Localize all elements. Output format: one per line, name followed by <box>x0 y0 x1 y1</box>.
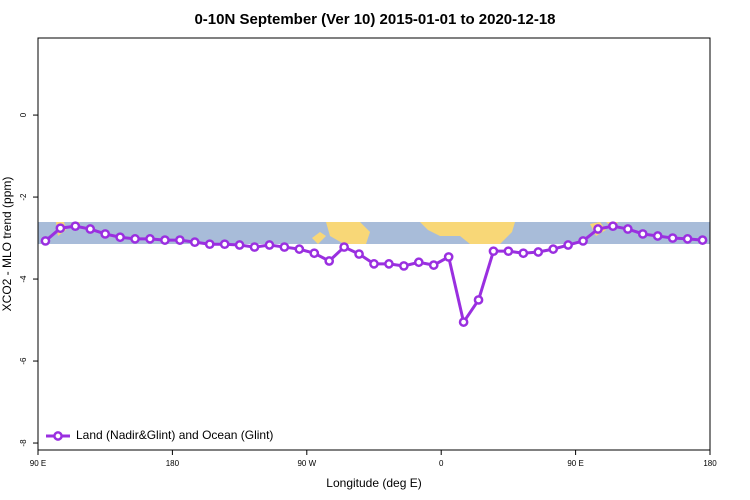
y-axis-label: XCO2 - MLO trend (ppm) <box>0 177 14 312</box>
y-tick-label: 0 <box>19 112 28 117</box>
point <box>697 235 708 245</box>
y-tick-label: -4 <box>19 275 28 283</box>
x-tick-label: 180 <box>166 459 180 468</box>
point <box>279 242 290 252</box>
point <box>70 221 81 232</box>
point <box>548 244 559 254</box>
point <box>563 240 573 250</box>
x-tick-label: 0 <box>439 459 444 468</box>
x-tick-label: 180 <box>703 459 717 468</box>
y-tick-label: -6 <box>19 357 28 365</box>
point <box>219 239 230 250</box>
point <box>100 229 111 239</box>
point <box>384 259 394 269</box>
point <box>40 236 51 246</box>
point <box>488 246 499 257</box>
x-tick-label: 90 E <box>30 459 46 468</box>
point <box>249 242 260 252</box>
point <box>578 236 588 246</box>
point <box>608 221 618 232</box>
point <box>354 249 364 259</box>
point <box>264 240 275 250</box>
point <box>518 248 529 259</box>
x-tick-label: 90 E <box>567 459 583 468</box>
map-strip <box>38 222 710 244</box>
point <box>234 240 245 250</box>
point <box>160 235 170 245</box>
x-axis-label: Longitude (deg E) <box>326 476 421 490</box>
point <box>145 234 155 244</box>
point <box>309 248 320 259</box>
y-tick-label: -2 <box>19 193 28 201</box>
land <box>326 222 370 244</box>
plot-frame <box>37 37 711 451</box>
point <box>204 239 215 250</box>
point <box>667 233 678 243</box>
point <box>682 234 693 244</box>
chart-title: 0-10N September (Ver 10) 2015-01-01 to 2… <box>194 11 555 28</box>
y-tick-label: -8 <box>19 439 28 447</box>
point <box>175 235 185 245</box>
point <box>503 246 514 257</box>
point <box>473 295 484 305</box>
point <box>294 244 305 254</box>
legend-label: Land (Nadir&Glint) and Ocean (Glint) <box>76 428 273 442</box>
point <box>324 256 335 266</box>
point <box>458 317 469 327</box>
point <box>443 252 454 262</box>
x-tick-label: 90 W <box>297 459 316 468</box>
point <box>369 259 379 269</box>
point <box>593 224 603 234</box>
point <box>428 260 439 270</box>
land <box>420 222 515 244</box>
legend-marker <box>53 431 63 441</box>
point <box>623 224 633 234</box>
ocean-band <box>38 222 710 244</box>
point <box>115 232 125 243</box>
point <box>637 229 648 239</box>
point <box>533 247 544 257</box>
point <box>55 223 66 234</box>
point <box>399 261 409 271</box>
point <box>413 257 424 268</box>
point <box>130 234 140 244</box>
land <box>312 232 326 244</box>
point <box>652 231 663 241</box>
point <box>189 237 200 248</box>
point <box>339 242 349 252</box>
point <box>85 224 96 234</box>
